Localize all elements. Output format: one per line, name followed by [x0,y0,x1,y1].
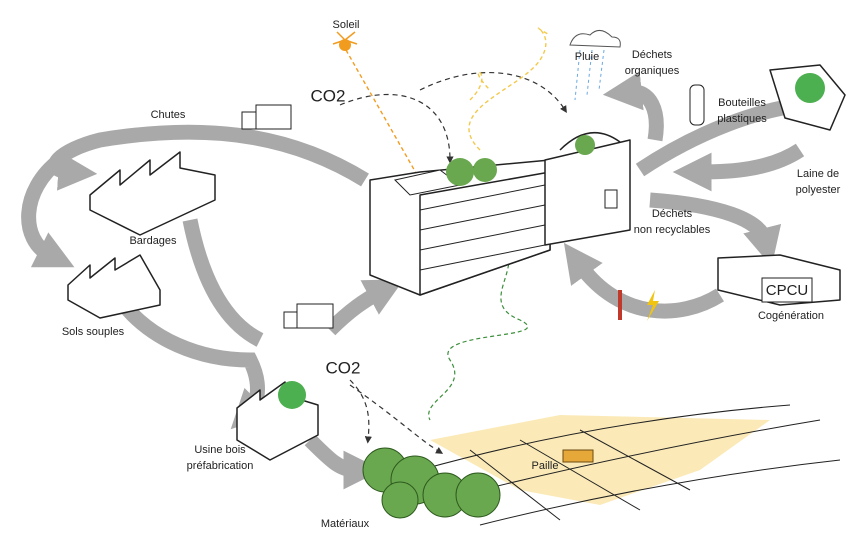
shape [284,312,297,328]
shape [456,473,500,517]
label: Bouteilles [718,97,766,109]
shape [339,39,351,51]
label: Cogénération [758,310,824,322]
shape [469,28,550,150]
label: Soleil [333,19,360,31]
shape [605,190,617,208]
shape [350,380,369,440]
label: Chutes [151,109,186,121]
shape [575,135,595,155]
label: CPCU [766,282,809,299]
label: CO2 [326,358,361,377]
shape [473,158,497,182]
shape [278,381,306,409]
shape [690,85,704,125]
label: polyester [796,184,841,196]
label: Matériaux [321,518,370,530]
shape [68,255,160,318]
shape [382,482,418,518]
shape [346,50,420,180]
label: Usine bois [194,444,246,456]
shape [630,92,656,140]
label: Paille [532,460,559,472]
shape [340,94,450,160]
label: Déchets [632,49,673,61]
label: CO2 [311,86,346,105]
shape [350,385,440,452]
shape [190,220,260,340]
shape [330,292,380,330]
shape [563,450,593,462]
label: organiques [625,65,680,77]
label: Laine de [797,168,839,180]
shape [297,304,333,328]
diagram: Soleil CO2 Pluie Déchets organiques Chut… [0,0,858,540]
shape [420,73,565,110]
label: Sols souples [62,326,125,338]
shape [700,150,800,172]
shape [310,440,355,470]
label: Pluie [575,51,599,63]
shape [256,105,291,129]
label: préfabrication [187,460,254,472]
shape [570,30,620,47]
shape [795,73,825,103]
shape [446,158,474,186]
label: plastiques [717,113,767,125]
label: Déchets [652,208,693,220]
label: Bardages [129,235,177,247]
label: non recyclables [634,224,711,236]
shape [56,132,365,180]
shape [242,112,256,129]
